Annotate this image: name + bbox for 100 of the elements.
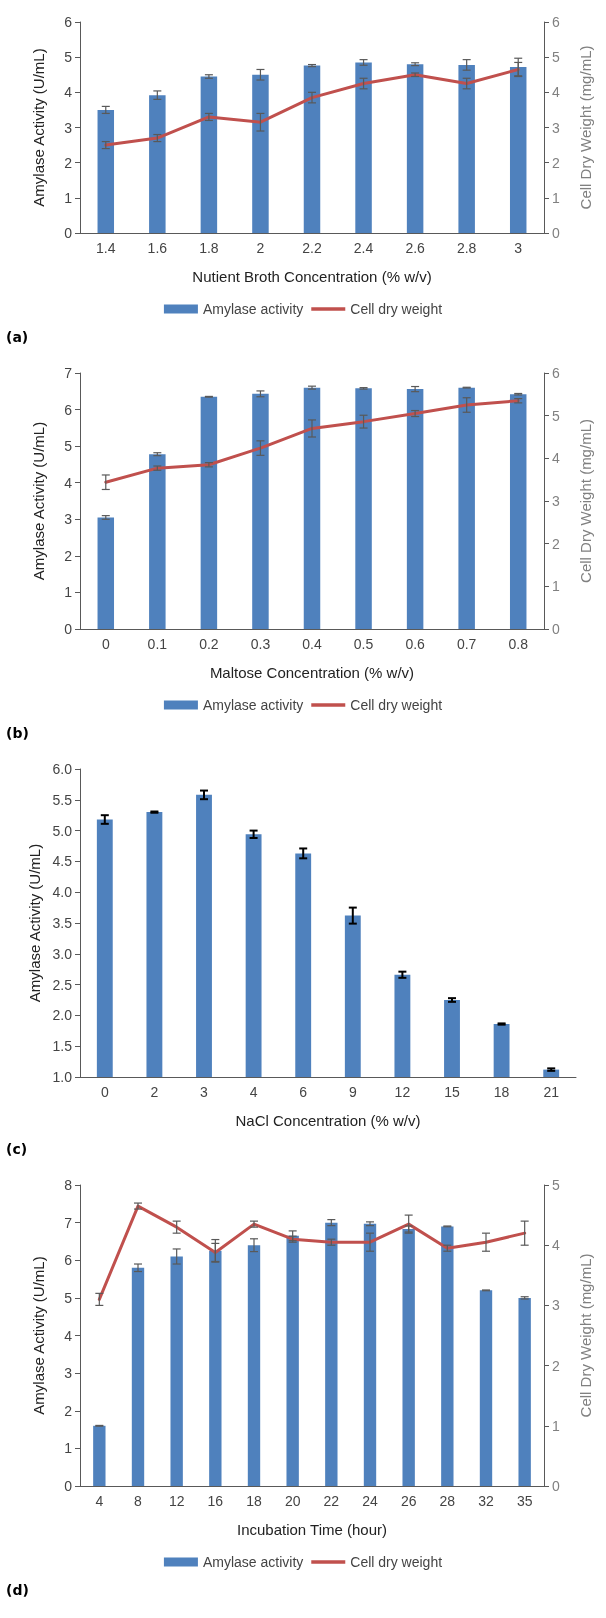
y-tick-label: 3.5 [52,915,73,931]
legend-label: Amylase activity [202,697,304,713]
x-tick-label: 26 [400,1493,417,1509]
y2-tick-label: 5 [552,407,560,424]
y-tick-label: 2 [64,547,73,564]
line-series [104,67,520,147]
x-tick-label: 16 [207,1493,224,1509]
y-tick-label: 3 [64,1365,73,1382]
bar [97,517,115,629]
y-tick-label: 6 [64,1252,73,1269]
y2-tick-label: 6 [552,14,560,30]
y-tick-label: 7 [64,1214,73,1231]
y2-tick-label: 5 [552,1177,560,1193]
bar [509,67,527,233]
y2-tick-label: 5 [552,49,560,66]
bar [252,393,269,629]
x-tick-label: 12 [394,1084,411,1100]
legend-label: Cell dry weight [350,301,443,317]
bar [509,394,527,629]
bar [149,95,166,233]
y2-tick-label: 4 [552,450,560,467]
x-tick-label: 0.2 [199,636,219,652]
y-tick-label: 7 [64,365,73,381]
line-series [97,1204,527,1301]
x-tick-label: 18 [246,1493,262,1509]
x-tick-label: 35 [516,1493,533,1509]
y-tick-label: 5 [64,49,73,66]
x-tick-label: 18 [493,1084,510,1100]
x-tick-label: 2.2 [302,240,322,256]
y2-tick-label: 3 [552,493,560,509]
bar [441,1226,454,1486]
y-tick-label: 6.0 [52,761,73,777]
x-tick-label: 8 [134,1493,143,1509]
y2-tick-label: 2 [552,535,560,552]
x-axis-title: Incubation Time (hour) [236,1521,388,1538]
y-tick-label: 0 [64,621,73,637]
y-tick-label: 0 [64,1478,73,1494]
y-tick-label: 2.5 [52,976,73,993]
y2-tick-label: 1 [552,189,560,206]
bar [518,1297,531,1486]
y-tick-label: 1 [64,189,73,206]
y-tick-label: 3 [64,511,73,528]
y-tick-label: 1 [64,584,73,601]
y-tick-label: 3.0 [52,945,73,962]
y2-tick-label: 4 [552,1237,560,1254]
y2-tick-label: 6 [552,365,560,381]
bar [325,1222,338,1486]
x-tick-label: 28 [439,1493,456,1509]
y-tick-label: 5 [64,1289,73,1306]
x-axis-title: NaCl Concentration (% w/v) [235,1112,421,1129]
x-tick-label: 9 [348,1084,357,1100]
bar [93,1425,106,1486]
x-tick-label: 1.6 [147,240,168,256]
x-tick-label: 3 [200,1084,209,1100]
x-tick-label: 1.4 [96,240,116,256]
x-tick-label: 21 [543,1084,560,1100]
y-tick-label: 1 [64,1440,73,1457]
bar [252,74,269,233]
bar [303,65,321,233]
x-tick-label: 0 [101,636,110,652]
legend-label: Amylase activity [202,1554,304,1570]
y-axis-title: Amylase Activity (U/mL) [25,843,43,1003]
x-tick-label: 3 [514,240,523,256]
legend-label: Amylase activity [202,301,304,317]
x-tick-label: 4 [95,1493,104,1509]
y2-tick-label: 0 [552,621,560,637]
legend-label: Cell dry weight [350,697,443,713]
x-tick-label: 0.6 [405,636,426,652]
bar [247,1245,261,1486]
bar [286,1235,299,1486]
y-tick-label: 6 [64,14,73,30]
x-axis-title: Maltose Concentration (% w/v) [209,664,415,681]
bar [458,64,475,233]
y-tick-label: 4.0 [52,884,73,901]
y-tick-label: 5.5 [52,791,73,808]
bar [170,1256,183,1486]
text: (d) [6,1582,30,1600]
bar [479,1290,493,1486]
y-tick-label: 6 [64,401,73,418]
y2-tick-label: 3 [552,119,560,136]
x-tick-label: 2 [256,240,265,256]
y2-tick-label: 2 [552,1357,560,1374]
y2-tick-label: 2 [552,154,560,171]
x-tick-label: 2.4 [353,240,374,256]
y2-tick-label: 1 [552,578,560,595]
bar [363,1223,377,1486]
y2-axis-title: Cell Dry Weight (mg/mL) [577,419,594,583]
y-tick-label: 2 [64,1402,73,1419]
x-tick-label: 32 [478,1493,494,1509]
text: (c) [6,1141,29,1159]
y-tick-label: 4.5 [52,853,73,870]
y-axis-title: Amylase Activity (U/mL) [30,421,47,581]
bar [200,396,218,629]
y2-tick-label: 0 [552,1478,560,1494]
x-axis-title: Nutient Broth Concentration (% w/v) [192,268,432,285]
y2-axis-title: Cell Dry Weight (mg/mL) [577,45,594,210]
bar [458,387,475,629]
bar [406,64,424,233]
y-tick-label: 4 [64,1327,73,1344]
y-axis-title: Amylase Activity (U/mL) [30,48,47,207]
